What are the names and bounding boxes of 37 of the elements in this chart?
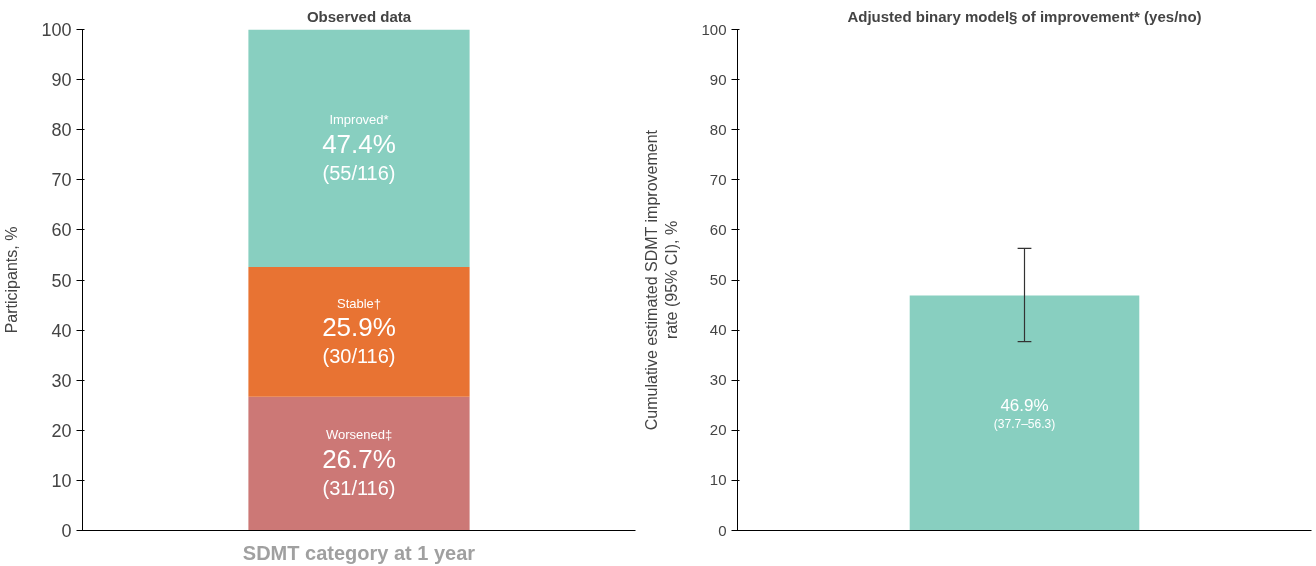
data-label: 47.4% (55/116)	[322, 128, 396, 184]
data-label: 26.7% (31/116)	[322, 444, 396, 499]
y-tick-label: 90	[709, 70, 727, 88]
x-axis-title: SDMT category at 1 year	[242, 541, 476, 564]
chart-title: Adjusted binary model§ of improvement* (yes/no)	[847, 7, 1202, 25]
data-label: 25.9% (30/116)	[322, 312, 396, 368]
chart-title: Observed data	[306, 7, 412, 25]
y-tick-label: 60	[709, 220, 727, 238]
y-tick-label: 10	[709, 471, 727, 489]
bar	[248, 396, 470, 531]
y-tick-label: 10	[51, 470, 72, 491]
y-tick-label: 80	[51, 120, 72, 141]
y-tick-label: 20	[51, 420, 72, 441]
y-tick-label: 0	[61, 521, 72, 541]
series-label: Worsened‡	[325, 427, 393, 443]
y-tick-label: 50	[709, 271, 727, 288]
y-tick-label: 100	[41, 20, 72, 40]
y-tick-label: 80	[709, 120, 727, 138]
y-tick-label: 30	[51, 370, 72, 391]
y-axis-title: Participants, %	[3, 226, 21, 334]
y-tick-label: 70	[51, 170, 72, 191]
y-tick-label: 0	[718, 521, 727, 539]
y-tick-label: 50	[51, 270, 72, 291]
y-tick-label: 20	[709, 421, 727, 439]
y-tick-label: 40	[709, 321, 727, 339]
y-tick-label: 70	[709, 170, 727, 188]
y-tick-label: 90	[51, 70, 72, 91]
y-tick-label: 100	[701, 20, 727, 38]
series-label: Stable†	[336, 295, 382, 311]
bar	[248, 29, 470, 267]
series-label: Improved*	[329, 111, 389, 127]
y-tick-label: 60	[51, 220, 72, 241]
y-tick-label: 40	[51, 320, 72, 341]
y-tick-label: 30	[709, 371, 727, 389]
y-axis-title: Cumulative estimated SDMT improvement rate (95% CI), %	[643, 129, 681, 431]
data-label: 46.9% (37.7–56.3)	[993, 396, 1056, 431]
bar	[248, 266, 470, 397]
